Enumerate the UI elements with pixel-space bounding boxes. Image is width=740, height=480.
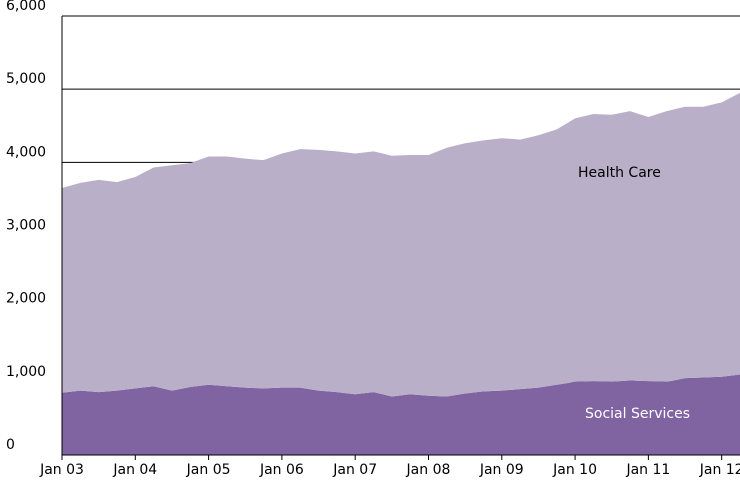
y-tick-label: 5,000 — [6, 71, 46, 87]
area — [62, 92, 740, 397]
x-tick-label: Jan 12 — [699, 462, 740, 478]
x-tick-label: Jan 03 — [39, 462, 84, 478]
x-tick-label: Jan 07 — [332, 462, 377, 478]
x-tick-label: Jan 05 — [186, 462, 231, 478]
series-label: Health Care — [578, 165, 661, 181]
x-tick-label: Jan 08 — [406, 462, 451, 478]
series-label: Social Services — [585, 406, 690, 422]
x-tick-label: Jan 09 — [479, 462, 524, 478]
y-tick-label: 3,000 — [6, 218, 46, 234]
y-tick-label: 6,000 — [6, 0, 46, 14]
y-tick-label: 1,000 — [6, 364, 46, 380]
x-tick-label: Jan 10 — [552, 462, 597, 478]
x-tick-label: Jan 04 — [112, 462, 157, 478]
x-tick-label: Jan 11 — [625, 462, 670, 478]
area — [62, 374, 740, 455]
y-tick-label: 0 — [6, 437, 15, 453]
y-tick-label: 2,000 — [6, 291, 46, 307]
y-tick-label: 4,000 — [6, 144, 46, 160]
x-tick-label: Jan 06 — [259, 462, 304, 478]
